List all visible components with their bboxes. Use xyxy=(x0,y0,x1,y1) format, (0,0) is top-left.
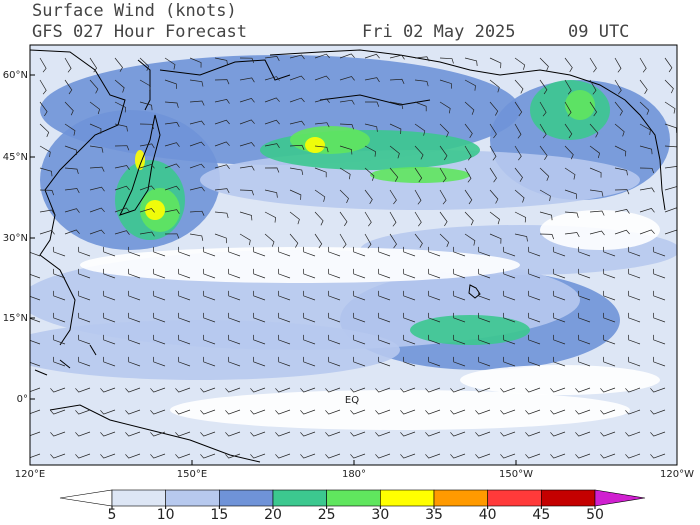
colorbar-segment xyxy=(380,489,435,507)
longitude-label: 180° xyxy=(342,469,366,480)
title: Surface Wind (knots) xyxy=(32,1,237,21)
colorbar-segment xyxy=(487,489,542,507)
kamchatka-sakhalin xyxy=(137,59,151,111)
kamchatka xyxy=(159,59,291,81)
colorbar-label: 35 xyxy=(425,507,443,523)
colorbar-segment xyxy=(111,489,166,507)
colorbar-label: 10 xyxy=(157,507,175,523)
hawaii xyxy=(468,284,481,299)
wind-speed-area xyxy=(410,315,530,345)
wind-speed-area xyxy=(80,247,520,283)
colorbar-segment xyxy=(219,489,274,507)
colorbar-label: 20 xyxy=(264,507,282,523)
wind-speed-area xyxy=(170,390,630,430)
wind-speed-area xyxy=(305,137,325,153)
subtitle: GFS 027 Hour Forecast xyxy=(32,22,247,42)
forecast-time: 09 UTC xyxy=(568,22,629,42)
equator-label: EQ xyxy=(345,395,359,406)
longitude-label: 150°E xyxy=(177,469,207,480)
latitude-label: 60°N xyxy=(3,70,28,81)
colorbar-segment xyxy=(165,489,220,507)
longitude-label: 120°E xyxy=(15,469,45,480)
colorbar-label: 15 xyxy=(210,507,228,523)
colorbar-segment xyxy=(272,489,327,507)
barb-set xyxy=(30,53,677,459)
colorbar-high xyxy=(594,489,646,507)
colorbar-label: 5 xyxy=(108,507,117,523)
islands xyxy=(34,344,97,376)
wind-speed-area xyxy=(565,90,595,120)
wind-barbs xyxy=(30,53,677,459)
colorbar-label: 30 xyxy=(371,507,389,523)
latitude-label: 30°N xyxy=(3,233,28,244)
asia-coast xyxy=(30,49,126,346)
colorbar-label: 50 xyxy=(586,507,604,523)
colorbar-label: 45 xyxy=(532,507,550,523)
north-america-coast xyxy=(269,49,666,211)
wind-speed-area xyxy=(30,320,400,380)
longitude-label: 120°W xyxy=(660,469,694,480)
colorbar-label: 40 xyxy=(479,507,497,523)
wind-speed-area xyxy=(540,210,660,250)
wind-speed-area xyxy=(290,126,370,154)
colorbar-segment xyxy=(433,489,488,507)
aleutians xyxy=(319,94,431,106)
colorbar-low xyxy=(59,489,113,507)
latitude-label: 45°N xyxy=(3,152,28,163)
latitude-label: 15°N xyxy=(3,313,28,324)
colorbar-segment xyxy=(326,489,381,507)
colorbar-segment xyxy=(541,489,596,507)
japan xyxy=(119,114,161,216)
wind-speed-area xyxy=(145,200,165,220)
longitude-label: 150°W xyxy=(499,469,533,480)
forecast-date: Fri 02 May 2025 xyxy=(362,22,516,42)
wind-speed-area xyxy=(135,150,145,170)
latitude-label: 0° xyxy=(17,394,28,405)
colorbar-label: 25 xyxy=(318,507,336,523)
coastlines xyxy=(30,49,666,463)
new-guinea xyxy=(49,404,261,463)
wind-field xyxy=(30,45,677,465)
wind-speed-area xyxy=(460,365,660,395)
